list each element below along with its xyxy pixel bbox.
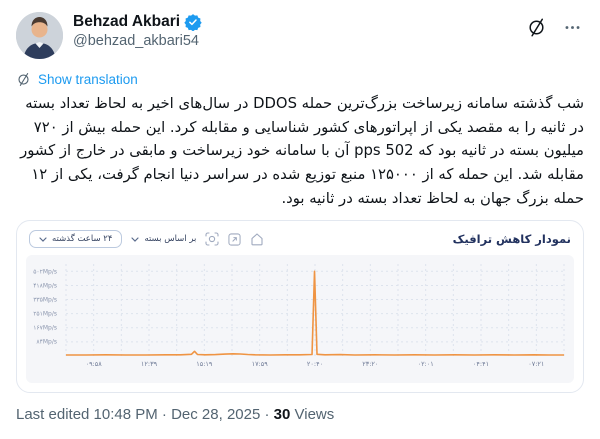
x-axis-label: ۰۴:۴۱ — [472, 360, 490, 369]
time-range-select[interactable]: ۲۴ ساعت گذشته — [29, 230, 123, 249]
metric-select[interactable]: بر اساس بسته — [131, 234, 196, 244]
user-handle[interactable]: @behzad_akbari54 — [73, 33, 199, 49]
x-axis-label: ۰۲:۰۱ — [417, 360, 434, 369]
chart-panel: ۵۰۲Mp/s ۴۱۸Mp/s ۳۳۵Mp/s ۲۵۱Mp/s ۱۶۷Mp/s ۸۴Mp/… — [26, 255, 574, 384]
expand-icon[interactable] — [228, 233, 242, 246]
x-axis-label: ۲۳:۲۰ — [362, 360, 379, 369]
x-axis-label: ۲۰:۴۰ — [306, 360, 324, 369]
header-actions — [526, 12, 584, 38]
home-icon[interactable] — [250, 232, 264, 246]
y-axis-label: ۵۰۲Mp/s — [33, 268, 57, 276]
chart-card-header: ۲۴ ساعت گذشته بر اساس بسته — [26, 227, 574, 255]
chevron-down-icon — [131, 237, 140, 242]
x-axis-label: ۱۵:۱۹ — [196, 360, 213, 369]
verified-badge-icon — [184, 13, 202, 31]
x-axis-label: ۰۹:۵۸ — [85, 360, 102, 369]
metric-label: بر اساس بسته — [144, 234, 197, 245]
display-name[interactable]: Behzad Akbari — [73, 13, 181, 30]
show-translation-label: Show translation — [38, 72, 138, 87]
y-axis-label: ۳۳۵Mp/s — [33, 296, 57, 304]
tweet-text: شب گذشته سامانه زیرساخت بزرگ‌ترین حمله D… — [20, 95, 584, 207]
x-axis: ۰۹:۵۸ ۱۲:۳۹ ۱۵:۱۹ ۱۷:۵۹ ۲۰:۴۰ ۲۳:۲۰ ۰۲:۰۱ ۰۴:۴۱… — [66, 360, 564, 372]
x-axis-label: ۰۷:۲۱ — [528, 360, 545, 369]
views-count: 30 — [273, 406, 291, 424]
translate-grok-icon — [16, 72, 31, 87]
views-label: Views — [290, 406, 335, 424]
tweet-header: Behzad Akbari @behzad_akbari54 — [16, 12, 584, 59]
chart-title: نمودار کاهش ترافیک — [452, 232, 571, 247]
tweet-card: Behzad Akbari @behzad_akbari54 — [16, 12, 584, 425]
chevron-down-icon — [39, 237, 47, 242]
tweet-footer: Last edited 10:48 PM · Dec 28, 2025 · 30… — [16, 405, 584, 425]
focus-icon[interactable] — [205, 232, 219, 246]
traffic-line-chart — [66, 264, 564, 356]
avatar-image — [16, 12, 63, 59]
y-axis-label: ۸۴Mp/s — [36, 338, 57, 346]
more-button[interactable] — [563, 18, 582, 37]
show-translation-button[interactable]: Show translation — [16, 72, 584, 87]
y-axis-label: ۱۶۷Mp/s — [33, 324, 57, 332]
x-axis-label: ۱۲:۳۹ — [140, 360, 158, 369]
y-axis-label: ۴۱۸Mp/s — [33, 282, 57, 290]
chart-plot-area — [66, 264, 564, 356]
identity-block: Behzad Akbari @behzad_akbari54 — [73, 12, 526, 50]
y-axis-label: ۲۵۱Mp/s — [33, 310, 57, 318]
grok-icon[interactable] — [526, 17, 547, 38]
avatar[interactable] — [16, 12, 63, 59]
timestamp: Last edited 10:48 PM · Dec 28, 2025 · — [16, 406, 274, 424]
y-axis: ۵۰۲Mp/s ۴۱۸Mp/s ۳۳۵Mp/s ۲۵۱Mp/s ۱۶۷Mp/s ۸۴Mp/… — [26, 264, 62, 356]
traffic-chart-card: ۲۴ ساعت گذشته بر اساس بسته — [16, 220, 584, 394]
x-axis-label: ۱۷:۵۹ — [251, 360, 268, 369]
time-range-label: ۲۴ ساعت گذشته — [52, 234, 113, 245]
